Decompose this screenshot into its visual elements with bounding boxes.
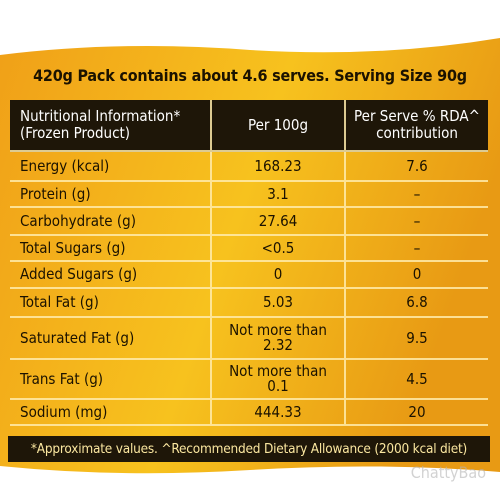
table-row: Protein (g) 3.1 – (10, 182, 488, 208)
cell-text: – (413, 211, 421, 230)
table-cell: Total Sugars (g) (10, 236, 212, 262)
table-cell: 3.1 (212, 182, 346, 208)
header-text: Per Serve % RDA^ (354, 107, 480, 125)
cell-text: Added Sugars (g) (20, 265, 138, 283)
table-cell: Energy (kcal) (10, 152, 212, 182)
header-text: contribution (376, 124, 458, 142)
table-row: Saturated Fat (g) Not more than 2.32 9.5 (10, 318, 488, 360)
header-cell: Nutritional Information* (Frozen Product) (10, 100, 212, 152)
header-text: Nutritional Information* (20, 107, 181, 125)
cell-text: Energy (kcal) (20, 156, 110, 175)
cell-text: 0 (273, 265, 283, 283)
table-cell: Saturated Fat (g) (10, 318, 212, 360)
table-cell: Trans Fat (g) (10, 360, 212, 400)
cell-text: – (413, 184, 421, 203)
cell-text: 6.8 (406, 293, 428, 311)
cell-text: 5.03 (262, 293, 294, 311)
cell-text: 9.5 (406, 328, 428, 347)
table-row: Total Fat (g) 5.03 6.8 (10, 289, 488, 318)
title: 420g Pack contains about 4.6 serves. Ser… (33, 66, 467, 85)
cell-text: 27.64 (258, 211, 298, 230)
cell-text: Protein (g) (20, 184, 91, 203)
cell-text: Sodium (mg) (20, 402, 108, 421)
header-cell: Per Serve % RDA^ contribution (346, 100, 488, 152)
cell-text: Total Sugars (g) (20, 238, 126, 257)
table-cell: 6.8 (346, 289, 488, 318)
cell-text: 20 (408, 402, 426, 421)
table-cell: Not more than 2.32 (212, 318, 346, 360)
table-cell: 7.6 (346, 152, 488, 182)
table-row: Sodium (mg) 444.33 20 (10, 400, 488, 426)
cell-text: <0.5 (261, 238, 295, 257)
table-row: Energy (kcal) 168.23 7.6 (10, 152, 488, 182)
table-cell: 5.03 (212, 289, 346, 318)
table-cell: 9.5 (346, 318, 488, 360)
table-row: Carbohydrate (g) 27.64 – (10, 208, 488, 236)
table-cell: Not more than 0.1 (212, 360, 346, 400)
table: Nutritional Information* (Frozen Product)… (10, 100, 488, 426)
table-cell: – (346, 236, 488, 262)
header-text: (Frozen Product) (20, 124, 131, 142)
table-row: Total Sugars (g) <0.5 – (10, 236, 488, 262)
header-text: Per 100g (247, 115, 309, 134)
table-cell: 444.33 (212, 400, 346, 426)
watermark: ChattyBao (410, 463, 486, 482)
cell-text: Carbohydrate (g) (20, 211, 136, 230)
table-cell: <0.5 (212, 236, 346, 262)
header-cell: Per 100g (212, 100, 346, 152)
table-row: Trans Fat (g) Not more than 0.1 4.5 (10, 360, 488, 400)
cell-text: 3.1 (267, 184, 289, 203)
table-cell: Total Fat (g) (10, 289, 212, 318)
cell-text: 444.33 (254, 402, 302, 421)
table-row: Added Sugars (g) 0 0 (10, 262, 488, 289)
table-cell: – (346, 182, 488, 208)
cell-text: Not more than 0.1 (229, 362, 327, 395)
table-cell: 20 (346, 400, 488, 426)
cell-text: Saturated Fat (g) (20, 328, 135, 347)
footnote: *Approximate values. ^Recommended Dietar… (8, 436, 490, 462)
cell-text: Total Fat (g) (20, 293, 99, 311)
cell-text: 7.6 (406, 156, 428, 175)
table-cell: Sodium (mg) (10, 400, 212, 426)
cell-text: Trans Fat (g) (20, 369, 104, 388)
cell-text: 168.23 (254, 156, 302, 175)
header-row: Nutritional Information* (Frozen Product)… (10, 100, 488, 152)
table-cell: Added Sugars (g) (10, 262, 212, 289)
cell-text: – (413, 238, 421, 257)
table-cell: 4.5 (346, 360, 488, 400)
table-cell: 0 (346, 262, 488, 289)
table-cell: 0 (212, 262, 346, 289)
cell-text: 4.5 (406, 369, 428, 388)
table-cell: Carbohydrate (g) (10, 208, 212, 236)
cell-text: Not more than 2.32 (229, 321, 327, 354)
table-cell: Protein (g) (10, 182, 212, 208)
table-cell: 168.23 (212, 152, 346, 182)
cell-text: 0 (412, 265, 422, 283)
table-cell: 27.64 (212, 208, 346, 236)
table-cell: – (346, 208, 488, 236)
